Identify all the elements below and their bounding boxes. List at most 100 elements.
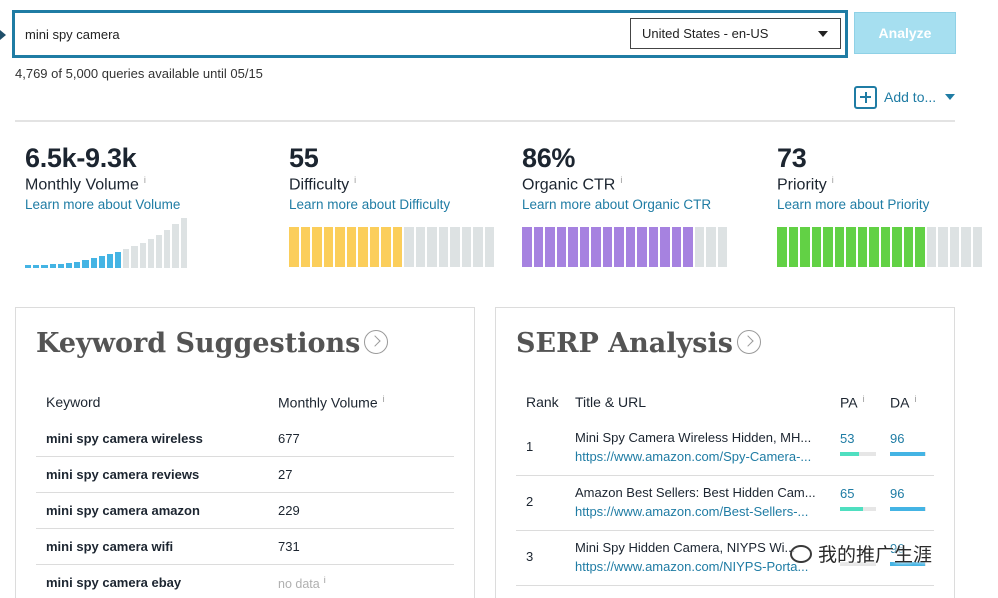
- table-row[interactable]: mini spy camera reviews 27: [36, 457, 454, 493]
- da-bar: [890, 507, 926, 511]
- pa-bar-fill: [840, 507, 864, 511]
- table-row[interactable]: 3 Mini Spy Hidden Camera, NIYPS Wi... http…: [516, 531, 934, 586]
- add-to-button[interactable]: Add to...: [854, 85, 956, 109]
- difficulty-segment: [312, 227, 322, 267]
- da-bar: [890, 562, 926, 566]
- difficulty-value: 55: [289, 143, 319, 173]
- difficulty-segment: [392, 227, 402, 267]
- table-row[interactable]: mini spy camera wireless 677: [36, 421, 454, 457]
- search-input[interactable]: [25, 23, 615, 45]
- volume-bar: [25, 265, 32, 268]
- table-row[interactable]: 1 Mini Spy Camera Wireless Hidden, MH... h…: [516, 421, 934, 476]
- serp-title: Amazon Best Sellers: Best Hidden Cam...: [575, 485, 816, 500]
- rank-cell: 1: [526, 439, 534, 454]
- pa-bar: [840, 452, 876, 456]
- priority-segment: [834, 227, 844, 267]
- da-value: 96: [890, 486, 905, 501]
- volume-bar: [164, 230, 171, 268]
- difficulty-segment: [450, 227, 460, 267]
- quota-text: 4,769 of 5,000 queries available until 0…: [15, 66, 263, 81]
- difficulty-segment: [461, 227, 471, 267]
- ctr-learn-more-link[interactable]: Learn more about Organic CTR: [522, 197, 712, 213]
- keyword-cell[interactable]: mini spy camera ebay: [46, 575, 182, 590]
- table-row[interactable]: mini spy camera ebay no data i: [36, 565, 454, 598]
- priority-segment: [846, 227, 856, 267]
- priority-segment: [811, 227, 821, 267]
- difficulty-segment: [369, 227, 379, 267]
- ctr-segment: [625, 227, 635, 267]
- difficulty-segment: [404, 227, 414, 267]
- keyword-cell[interactable]: mini spy camera wireless: [46, 431, 203, 446]
- ctr-segment: [556, 227, 566, 267]
- col-pa: PA i: [840, 394, 865, 411]
- volume-bar: [33, 265, 40, 268]
- da-bar: [890, 452, 926, 456]
- table-row[interactable]: 2 Amazon Best Sellers: Best Hidden Cam...…: [516, 476, 934, 531]
- ctr-segment: [683, 227, 693, 267]
- volume-learn-more-link[interactable]: Learn more about Volume: [25, 197, 181, 213]
- metric-difficulty: 55 Difficulty i Learn more about Difficul…: [289, 143, 450, 212]
- metric-volume: 6.5k-9.3k Monthly Volume i Learn more abo…: [25, 143, 180, 212]
- keyword-cell[interactable]: mini spy camera wifi: [46, 539, 174, 554]
- priority-bar: [777, 227, 982, 267]
- difficulty-segment: [427, 227, 437, 267]
- info-icon[interactable]: i: [914, 394, 917, 404]
- serp-url-link[interactable]: https://www.amazon.com/Spy-Camera-...: [575, 449, 812, 464]
- metric-priority: 73 Priority i Learn more about Priority: [777, 143, 929, 212]
- wechat-icon: [790, 544, 812, 563]
- priority-segment: [949, 227, 959, 267]
- keyword-cell[interactable]: mini spy camera amazon: [46, 503, 200, 518]
- da-value: 96: [890, 431, 905, 446]
- add-to-label: Add to...: [884, 89, 937, 105]
- difficulty-segment: [335, 227, 345, 267]
- table-row[interactable]: mini spy camera wifi 731: [36, 529, 454, 565]
- volume-cell: 731: [278, 539, 300, 554]
- keyword-cell[interactable]: mini spy camera reviews: [46, 467, 200, 482]
- volume-bar: [115, 252, 122, 268]
- keyword-suggestions-title-text: Keyword Suggestions: [36, 328, 361, 359]
- watermark: 我的推广生涯: [790, 540, 932, 567]
- locale-select[interactable]: United States - en-US: [630, 18, 841, 49]
- info-icon[interactable]: i: [354, 175, 357, 185]
- info-icon[interactable]: i: [831, 175, 834, 185]
- serp-url-link[interactable]: https://www.amazon.com/Best-Sellers-...: [575, 504, 809, 519]
- ctr-segment: [602, 227, 612, 267]
- difficulty-segment: [323, 227, 333, 267]
- col-da-text: DA: [890, 394, 910, 411]
- ctr-segment: [706, 227, 716, 267]
- locale-select-value: United States - en-US: [642, 26, 769, 41]
- info-icon[interactable]: i: [382, 394, 385, 404]
- difficulty-segment: [358, 227, 368, 267]
- metric-ctr: 86% Organic CTR i Learn more about Organi…: [522, 143, 711, 212]
- serp-title: Mini Spy Camera Wireless Hidden, MH...: [575, 430, 812, 445]
- search-bar: United States - en-US: [12, 10, 848, 58]
- chevron-right-icon[interactable]: [364, 329, 389, 354]
- col-rank: Rank: [526, 394, 559, 410]
- table-row[interactable]: mini spy camera amazon 229: [36, 493, 454, 529]
- col-monthly-volume: Monthly Volume i: [278, 394, 385, 411]
- watermark-text: 我的推广生涯: [818, 545, 933, 566]
- info-icon[interactable]: i: [323, 575, 326, 585]
- volume-bar: [131, 246, 138, 268]
- priority-label-text: Priority: [777, 176, 827, 194]
- col-monthly-volume-text: Monthly Volume: [278, 394, 378, 411]
- volume-bar-chart: [25, 216, 225, 268]
- priority-segment: [880, 227, 890, 267]
- ctr-segment: [522, 227, 532, 267]
- serp-analysis-title: SERP Analysis: [516, 328, 761, 359]
- chevron-right-icon[interactable]: [736, 329, 761, 354]
- volume-bar: [172, 224, 179, 268]
- info-icon[interactable]: i: [620, 175, 623, 185]
- priority-learn-more-link[interactable]: Learn more about Priority: [777, 197, 930, 213]
- priority-segment: [800, 227, 810, 267]
- priority-label: Priority i: [777, 175, 929, 194]
- serp-analysis-title-text: SERP Analysis: [516, 328, 733, 359]
- analyze-button[interactable]: Analyze: [854, 12, 956, 54]
- info-icon[interactable]: i: [143, 175, 146, 185]
- keyword-suggestions-card: Keyword Suggestions Keyword Monthly Volu…: [15, 307, 475, 598]
- da-bar-fill: [890, 562, 925, 566]
- volume-bar: [123, 249, 130, 268]
- ctr-label: Organic CTR i: [522, 175, 711, 194]
- difficulty-learn-more-link[interactable]: Learn more about Difficulty: [289, 197, 451, 213]
- info-icon[interactable]: i: [862, 394, 865, 404]
